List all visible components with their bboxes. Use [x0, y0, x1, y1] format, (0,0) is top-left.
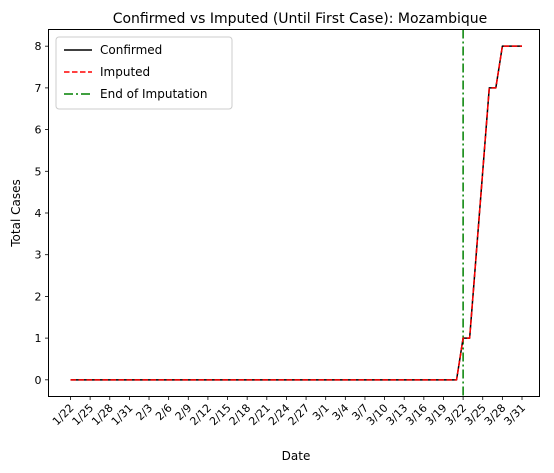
- x-tick-label: 1/31: [109, 401, 136, 428]
- legend-box: [55, 36, 233, 110]
- x-tick-label: 2/6: [153, 401, 175, 423]
- series-line-imputed: [70, 45, 522, 381]
- y-tick-label: 7: [35, 82, 42, 95]
- y-tick-label: 5: [35, 165, 42, 178]
- y-tick-label: 1: [35, 332, 42, 345]
- y-tick-label: 2: [35, 290, 42, 303]
- chart-title: Confirmed vs Imputed (Until First Case):…: [113, 11, 488, 27]
- y-axis: 0 1 2 3 4 5 6 7 8: [35, 40, 49, 387]
- y-tick-label: 0: [35, 374, 42, 387]
- x-tick-label: 2/3: [133, 401, 155, 423]
- legend-label: Confirmed: [100, 43, 162, 57]
- plot-area: [70, 29, 522, 397]
- x-tick-label: 3/31: [501, 401, 528, 428]
- x-axis: 1/221/251/281/312/32/62/92/122/152/182/2…: [50, 396, 528, 428]
- legend-label: End of Imputation: [100, 87, 208, 101]
- y-tick-label: 8: [35, 40, 42, 53]
- x-tick-label: 2/27: [286, 401, 313, 428]
- y-tick-label: 6: [35, 124, 42, 137]
- x-axis-label: Date: [282, 449, 311, 463]
- y-tick-label: 4: [35, 207, 42, 220]
- y-axis-label: Total Cases: [9, 179, 23, 247]
- x-tick-label: 3/4: [330, 401, 352, 423]
- y-tick-label: 3: [35, 249, 42, 262]
- legend: Confirmed Imputed End of Imputation: [55, 36, 233, 110]
- x-tick-label: 3/1: [310, 401, 332, 423]
- legend-label: Imputed: [100, 65, 150, 79]
